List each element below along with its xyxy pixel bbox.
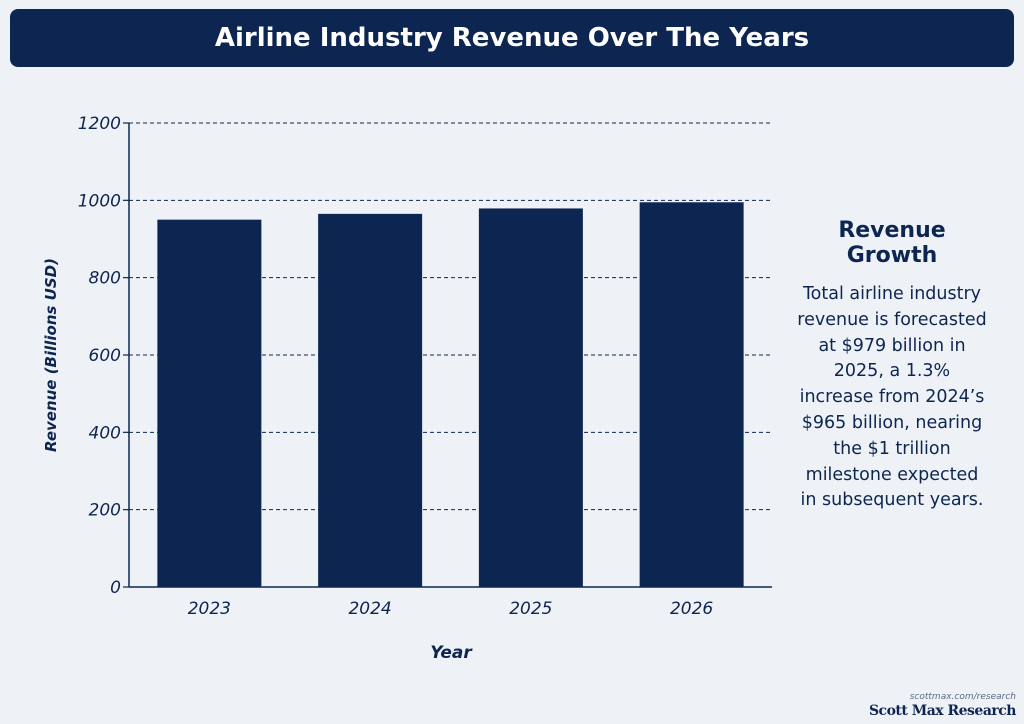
- x-axis-title: Year: [430, 643, 473, 663]
- y-axis-title: Revenue (Billions USD): [42, 258, 60, 452]
- y-tick-label: 600: [89, 346, 121, 366]
- y-tick-label: 0: [110, 578, 121, 598]
- bar-2024: [318, 213, 423, 587]
- revenue-growth-panel: Revenue Growth Total airline industry re…: [796, 218, 988, 514]
- panel-heading: Revenue Growth: [838, 218, 946, 268]
- x-tick-label: 2025: [509, 599, 552, 619]
- panel-body: Total airline industry revenue is foreca…: [797, 284, 987, 511]
- bar-2023: [157, 219, 262, 587]
- bar-2025: [478, 208, 583, 587]
- x-tick-label: 2026: [670, 599, 713, 619]
- footer: scottmax.com/research Scott Max Research: [868, 692, 1017, 720]
- y-tick-label: 200: [89, 501, 121, 521]
- bar-chart: 0 200 400 600 800 1000 1200 2023 2024 2025 2026 Yea…: [42, 114, 772, 663]
- chart-title: Airline Industry Revenue Over The Years: [214, 23, 810, 53]
- brand-logo: Scott Max Research: [868, 703, 1017, 719]
- y-tick-label: 400: [89, 423, 121, 443]
- footer-url: scottmax.com/research: [909, 692, 1016, 702]
- bar-2026: [639, 202, 744, 587]
- x-tick-label: 2024: [348, 599, 391, 619]
- x-tick-label: 2023: [188, 599, 231, 619]
- y-tick-label: 1000: [78, 191, 121, 211]
- y-tick-label: 800: [89, 269, 121, 289]
- y-tick-label: 1200: [78, 114, 121, 134]
- title-bar: Airline Industry Revenue Over The Years: [10, 9, 1014, 67]
